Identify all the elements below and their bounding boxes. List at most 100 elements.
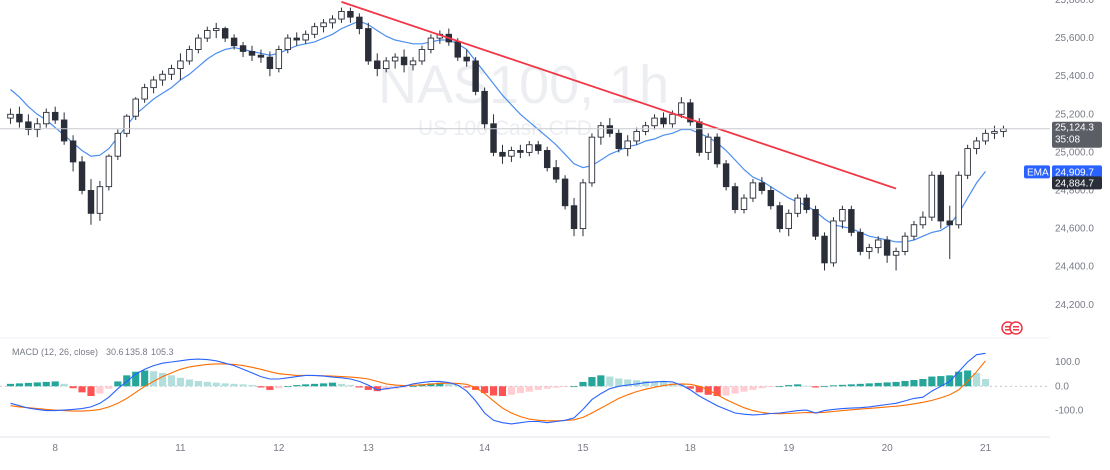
candle — [159, 70, 166, 86]
macd-histogram-bar — [69, 386, 77, 389]
candle — [704, 133, 712, 160]
time-tick-label: 15 — [577, 443, 589, 454]
candle — [329, 15, 336, 29]
macd-histogram-bar — [570, 386, 578, 388]
candle — [87, 179, 95, 225]
candle — [579, 179, 587, 237]
candle — [722, 160, 730, 191]
macd-histogram-bar — [239, 384, 247, 387]
candle — [284, 34, 292, 54]
candle — [633, 127, 640, 145]
macd-histogram-bar — [60, 383, 68, 387]
last-price-countdown: 35:08 — [1055, 135, 1080, 146]
candle — [552, 160, 560, 183]
candle — [785, 209, 792, 237]
macd-histogram-bar — [865, 383, 873, 387]
macd-histogram-bar — [319, 383, 328, 387]
macd-histogram-bar — [87, 386, 95, 396]
candle — [561, 175, 569, 210]
macd-histogram-bar — [847, 384, 855, 387]
time-tick-label: 13 — [363, 443, 375, 454]
candle — [34, 118, 41, 138]
candle — [749, 179, 757, 202]
macd-histogram-bar — [141, 370, 149, 387]
macd-histogram-bar — [489, 386, 498, 396]
candle — [195, 34, 202, 54]
macd-histogram-bar — [686, 386, 694, 389]
candle — [266, 51, 274, 77]
candle — [767, 186, 775, 210]
price-axis: 25,800.0 25,600.0 25,400.0 25,200.0 25,000.0… — [1055, 0, 1094, 311]
time-tick-label: 21 — [980, 443, 992, 454]
candle — [490, 114, 497, 157]
macd-histogram-bar — [659, 381, 668, 387]
macd-histogram-bar — [6, 383, 15, 387]
resistance-trendline[interactable] — [341, 1, 897, 190]
macd-histogram-bar — [516, 386, 524, 394]
macd-histogram-bar — [132, 371, 140, 387]
candle — [338, 7, 345, 23]
candle — [866, 243, 873, 260]
candle — [678, 97, 685, 119]
price-tick-label: 24,800.0 — [1055, 185, 1094, 196]
macd-histogram-bar — [552, 386, 560, 388]
macd-histogram-bar — [176, 377, 185, 387]
macd-histogram-bar — [15, 383, 23, 387]
candle — [821, 232, 828, 271]
candle — [758, 177, 766, 195]
candle — [713, 133, 721, 168]
macd-histogram-bar — [767, 386, 775, 388]
macd-histogram-bar — [346, 385, 354, 387]
macd-histogram-bar — [588, 377, 596, 387]
candle — [517, 144, 524, 159]
candle — [391, 53, 399, 69]
macd-histogram-bar — [892, 381, 900, 387]
candle — [374, 53, 381, 77]
macd-tick-label: -100.0 — [1055, 406, 1084, 417]
candle — [508, 146, 515, 162]
macd-histogram-bar — [910, 379, 918, 387]
time-tick-label: 8 — [52, 443, 58, 454]
macd-histogram-bar — [248, 385, 256, 387]
watermark-symbol: NAS100, 1h — [378, 55, 669, 115]
candle — [78, 156, 86, 195]
extra-price-value: 24,884.7 — [1055, 178, 1094, 189]
macd-histogram-bar — [722, 386, 730, 396]
macd-histogram-bar — [597, 375, 605, 387]
macd-signal-line — [10, 360, 986, 422]
macd-histogram-bar — [427, 383, 435, 387]
time-tick-label: 18 — [685, 443, 697, 454]
candle — [293, 32, 300, 46]
macd-histogram-bar — [275, 386, 283, 389]
macd-signal-value: 105.3 — [151, 347, 174, 357]
candle — [848, 205, 855, 237]
macd-histogram-bar — [311, 383, 319, 387]
us-flag-icon[interactable] — [1001, 321, 1023, 335]
macd-histogram-bar — [794, 384, 802, 387]
macd-histogram-bar — [811, 386, 820, 388]
candle — [776, 201, 784, 233]
candle — [239, 41, 247, 58]
macd-histogram-bar — [901, 380, 909, 387]
macd-histogram-group — [6, 370, 990, 396]
candle — [892, 247, 900, 271]
macd-tick-label: 0.0 — [1055, 381, 1069, 392]
ema-tag-label: EMA — [1027, 167, 1049, 178]
macd-histogram-bar — [695, 386, 703, 393]
macd-histogram-bar — [579, 381, 587, 387]
macd-histogram-bar — [445, 383, 453, 387]
candle — [16, 106, 23, 128]
macd-histogram-bar — [194, 380, 202, 387]
macd-histogram-bar — [382, 386, 390, 390]
candle — [964, 144, 971, 180]
ema-price-tag: EMA 24,909.7 — [1024, 165, 1102, 179]
candle — [418, 45, 426, 65]
candle — [275, 45, 283, 73]
candle — [794, 194, 801, 218]
candle — [973, 137, 980, 155]
ema-tag-value: 24,909.7 — [1055, 167, 1094, 178]
candle — [883, 236, 891, 263]
candle — [248, 45, 256, 61]
macd-histogram-bar — [525, 386, 533, 392]
